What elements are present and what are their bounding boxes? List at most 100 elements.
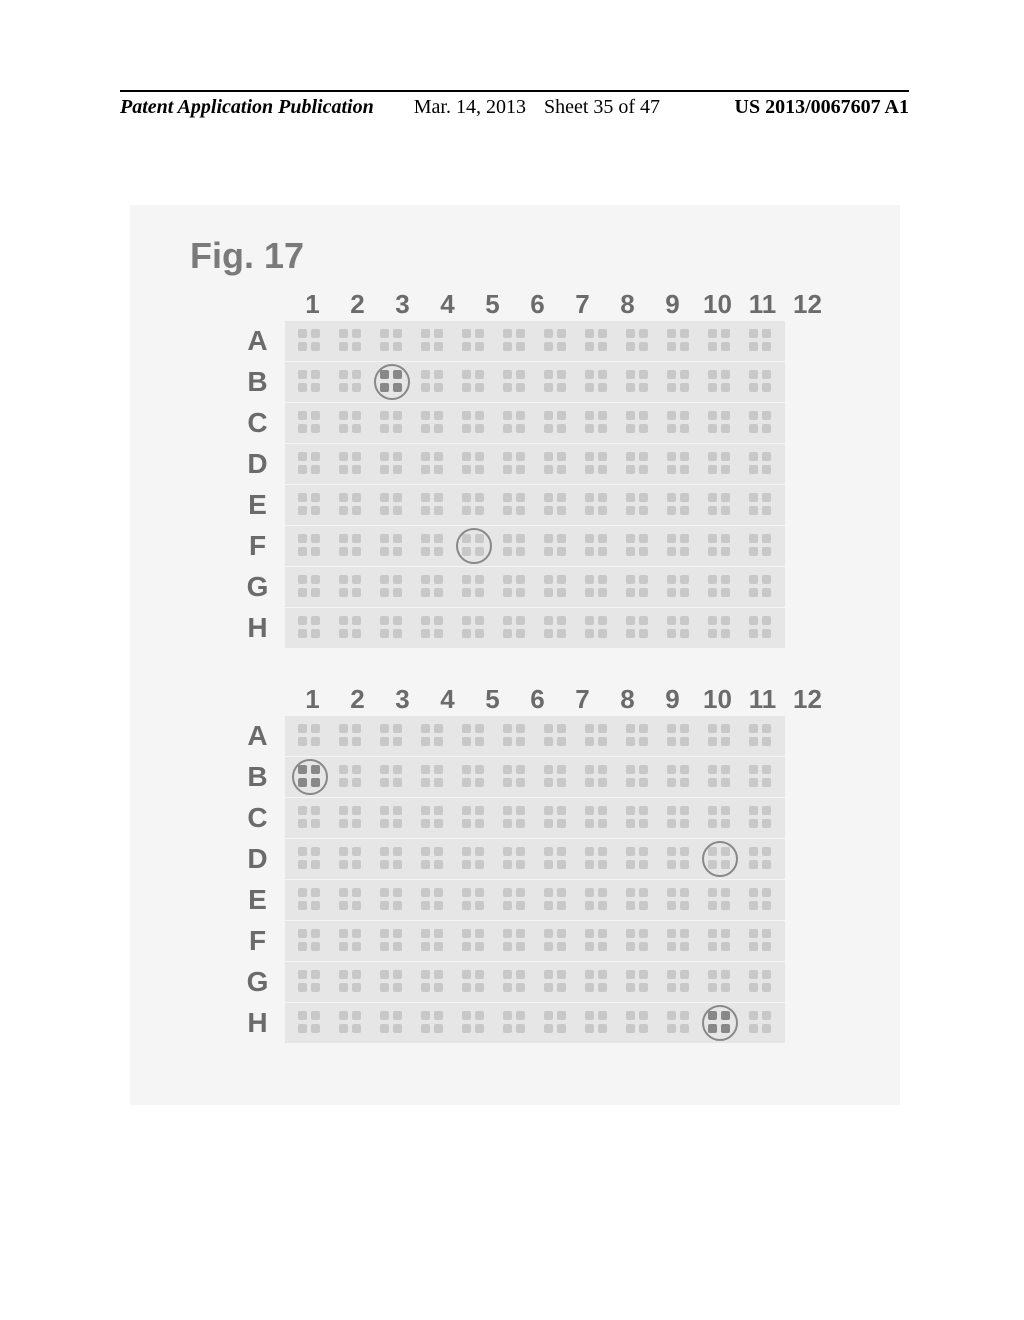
well xyxy=(576,923,617,959)
well-dots xyxy=(503,329,526,352)
well xyxy=(699,405,740,441)
well-dots xyxy=(585,329,608,352)
dot xyxy=(762,806,771,815)
dot xyxy=(434,901,443,910)
well xyxy=(535,323,576,359)
dot xyxy=(585,370,594,379)
dot xyxy=(557,724,566,733)
dot xyxy=(708,819,717,828)
dot xyxy=(557,860,566,869)
well-dots xyxy=(421,724,444,747)
dot xyxy=(708,1011,717,1020)
dot xyxy=(680,424,689,433)
well-dots xyxy=(298,493,321,516)
dot xyxy=(380,547,389,556)
dot xyxy=(352,901,361,910)
well xyxy=(330,323,371,359)
dot xyxy=(339,588,348,597)
dot xyxy=(393,534,402,543)
dot xyxy=(749,1011,758,1020)
well-dots xyxy=(380,616,403,639)
dot xyxy=(667,778,676,787)
dot xyxy=(749,506,758,515)
well xyxy=(453,882,494,918)
dot xyxy=(298,888,307,897)
well-dots xyxy=(298,970,321,993)
well xyxy=(289,923,330,959)
dot xyxy=(680,765,689,774)
dot xyxy=(544,370,553,379)
dot xyxy=(749,942,758,951)
well-dots xyxy=(585,970,608,993)
dot xyxy=(749,329,758,338)
well xyxy=(535,882,576,918)
well xyxy=(658,364,699,400)
dot xyxy=(298,737,307,746)
well-dots xyxy=(339,370,362,393)
col-header: 4 xyxy=(425,289,470,320)
dot xyxy=(680,411,689,420)
well-dots xyxy=(626,929,649,952)
well xyxy=(412,882,453,918)
well-dots xyxy=(544,493,567,516)
dot xyxy=(298,983,307,992)
well xyxy=(740,882,781,918)
dot xyxy=(352,493,361,502)
col-header: 7 xyxy=(560,289,605,320)
dot xyxy=(516,901,525,910)
dot xyxy=(708,616,717,625)
well-dots xyxy=(462,847,485,870)
dot xyxy=(462,929,471,938)
dot xyxy=(503,534,512,543)
dot xyxy=(667,629,676,638)
dot xyxy=(749,901,758,910)
page-header: Patent Application Publication Mar. 14, … xyxy=(120,96,909,119)
well-dots xyxy=(503,970,526,993)
dot xyxy=(749,465,758,474)
well-dots xyxy=(544,534,567,557)
dot xyxy=(475,983,484,992)
dot xyxy=(639,778,648,787)
well-dots xyxy=(503,616,526,639)
well xyxy=(617,446,658,482)
well xyxy=(412,364,453,400)
dot xyxy=(667,860,676,869)
well-dots xyxy=(298,847,321,870)
dot xyxy=(667,547,676,556)
dot xyxy=(475,629,484,638)
dot xyxy=(475,465,484,474)
dot xyxy=(475,806,484,815)
well xyxy=(617,405,658,441)
well-dots xyxy=(339,493,362,516)
dot xyxy=(339,1024,348,1033)
dot xyxy=(598,778,607,787)
dot xyxy=(708,1024,717,1033)
dot xyxy=(680,342,689,351)
well xyxy=(535,487,576,523)
well xyxy=(494,323,535,359)
well xyxy=(617,1005,658,1041)
dot xyxy=(708,534,717,543)
dot xyxy=(667,806,676,815)
dot xyxy=(749,724,758,733)
well-dots xyxy=(749,616,772,639)
dot xyxy=(639,629,648,638)
dot xyxy=(503,1024,512,1033)
dot xyxy=(475,575,484,584)
well-dots xyxy=(462,724,485,747)
dot xyxy=(380,1024,389,1033)
dot xyxy=(721,888,730,897)
dot xyxy=(626,737,635,746)
dot xyxy=(352,778,361,787)
col-header: 5 xyxy=(470,684,515,715)
dot xyxy=(749,588,758,597)
dot xyxy=(421,1024,430,1033)
column-headers-top: 123456789101112 xyxy=(290,280,830,320)
well xyxy=(658,323,699,359)
dot xyxy=(516,778,525,787)
dot xyxy=(462,901,471,910)
dot xyxy=(339,778,348,787)
dot xyxy=(639,970,648,979)
well xyxy=(535,800,576,836)
dot xyxy=(626,765,635,774)
